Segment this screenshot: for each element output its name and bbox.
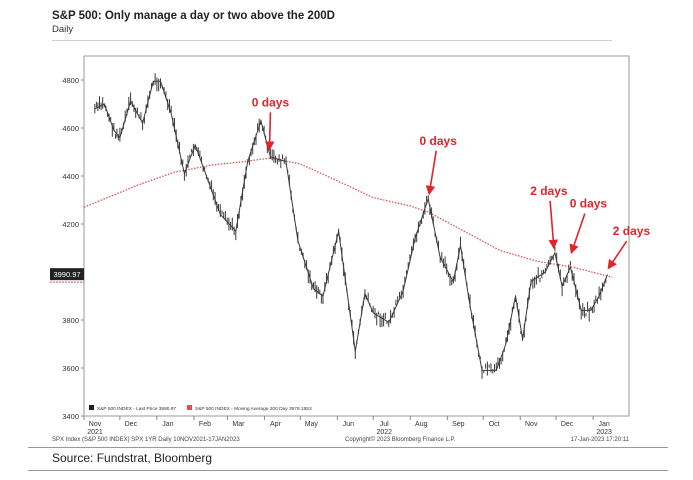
- x-tick-label: Nov: [525, 421, 538, 428]
- y-tick-label: 4600: [62, 124, 79, 133]
- annotation-label: 0 days: [570, 197, 608, 211]
- x-tick-label: Oct: [489, 421, 500, 428]
- footer-left: SPX Index (S&P 500 INDEX) SPX 1YR Daily …: [52, 437, 240, 443]
- moving-average-200d-line: [83, 157, 613, 278]
- last-price-tag: [50, 268, 84, 281]
- price-line: [94, 80, 608, 371]
- footer-right: 17-Jan-2023 17:20:11: [571, 437, 630, 443]
- annotation-label: 0 days: [252, 95, 290, 109]
- annotation-arrow: [569, 213, 586, 255]
- source-bottom-rule: [28, 470, 668, 471]
- chart-subtitle: Daily: [52, 24, 74, 35]
- y-tick-label: 4800: [62, 76, 79, 85]
- annotation-arrow: [607, 240, 628, 270]
- y-tick-label: 3800: [62, 316, 79, 325]
- x-year-label: 2021: [87, 429, 103, 436]
- footer-center: Copyright© 2023 Bloomberg Finance L.P.: [345, 436, 456, 443]
- title-divider: [52, 40, 612, 41]
- source-note: Source: Fundstrat, Bloomberg: [52, 451, 213, 465]
- x-tick-label: Jan: [598, 421, 609, 428]
- annotation-arrow: [264, 112, 275, 151]
- annotation-label: 2 days: [613, 224, 651, 238]
- annotation-label: 0 days: [420, 134, 458, 148]
- chart-title: S&P 500: Only manage a day or two above …: [52, 10, 335, 22]
- last-price-tag-label: 3990.97: [53, 270, 80, 279]
- y-tick-label: 3400: [62, 412, 79, 421]
- x-year-label: 2023: [596, 429, 612, 436]
- x-tick-label: Feb: [199, 421, 211, 428]
- legend-swatch-ma: [187, 405, 192, 410]
- x-tick-label: Nov: [89, 421, 102, 428]
- x-tick-label: Jan: [162, 421, 173, 428]
- x-tick-label: Mar: [232, 421, 245, 428]
- x-tick-label: May: [305, 421, 319, 428]
- x-tick-label: Jun: [343, 421, 354, 428]
- x-tick-label: Aug: [415, 421, 428, 428]
- y-tick-label: 4200: [62, 220, 79, 229]
- x-tick-label: Apr: [270, 421, 282, 428]
- y-tick-label: 3600: [62, 364, 79, 373]
- annotation-label: 2 days: [530, 184, 568, 198]
- annotation-arrow: [548, 200, 559, 250]
- source-top-rule: [28, 447, 668, 448]
- y-tick-label: 4400: [62, 172, 79, 181]
- x-tick-label: Dec: [561, 421, 574, 428]
- legend-label-ma: S&P 500 INDEX - Moving Average 200 Day 3…: [195, 406, 312, 412]
- x-tick-label: Dec: [125, 421, 138, 428]
- legend-label-price: S&P 500 INDEX - Last Price 3990.97: [97, 406, 176, 412]
- x-year-label: 2022: [376, 429, 392, 436]
- x-tick-label: Jul: [380, 421, 389, 428]
- x-tick-label: Sep: [452, 421, 465, 428]
- annotation-arrow: [425, 150, 438, 196]
- legend-swatch-price: [89, 405, 94, 410]
- plot-frame: [83, 55, 630, 417]
